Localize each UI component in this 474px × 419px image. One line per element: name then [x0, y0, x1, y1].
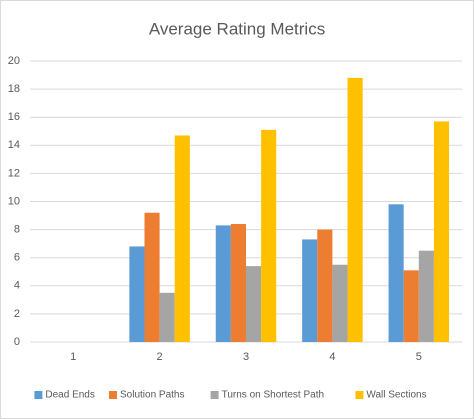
- x-tick-label: 5: [416, 351, 422, 363]
- bar: [144, 212, 160, 342]
- x-tick-label: 1: [70, 351, 76, 363]
- x-tick-label: 4: [329, 351, 335, 363]
- bar: [174, 135, 190, 342]
- bar: [159, 292, 175, 342]
- bar: [418, 250, 434, 342]
- y-tick-label: 14: [8, 139, 20, 151]
- y-tick-label: 0: [14, 336, 20, 348]
- bar: [261, 129, 277, 342]
- legend-swatch: [210, 391, 219, 399]
- legend-swatch: [109, 391, 117, 399]
- legend-label: Solution Paths: [120, 390, 185, 401]
- y-tick-label: 2: [14, 308, 20, 320]
- legend-swatch: [355, 391, 364, 399]
- x-tick-label: 3: [243, 351, 249, 363]
- bar: [403, 270, 419, 342]
- chart-title: Average Rating Metrics: [149, 19, 325, 38]
- bar: [215, 225, 231, 342]
- legend-swatch: [34, 391, 43, 399]
- y-tick-label: 20: [8, 55, 20, 67]
- bar: [317, 229, 333, 342]
- bar: [433, 121, 450, 342]
- x-tick-label: 2: [157, 351, 163, 363]
- bar: [302, 239, 318, 342]
- legend-label: Wall Sections: [366, 390, 426, 401]
- bar: [230, 223, 246, 342]
- y-tick-label: 10: [8, 195, 20, 207]
- y-tick-label: 18: [8, 83, 20, 95]
- y-tick-label: 6: [14, 252, 20, 264]
- y-tick-label: 4: [14, 280, 20, 292]
- bar: [347, 77, 363, 343]
- y-tick-label: 8: [14, 224, 20, 236]
- legend-label: Dead Ends: [45, 390, 94, 401]
- legend-label: Turns on Shortest Path: [222, 390, 324, 401]
- bar: [388, 204, 404, 342]
- y-tick-label: 12: [8, 167, 20, 179]
- bar: [246, 266, 262, 342]
- y-tick-label: 16: [8, 111, 20, 123]
- bar: [332, 264, 348, 342]
- bar: [129, 246, 145, 342]
